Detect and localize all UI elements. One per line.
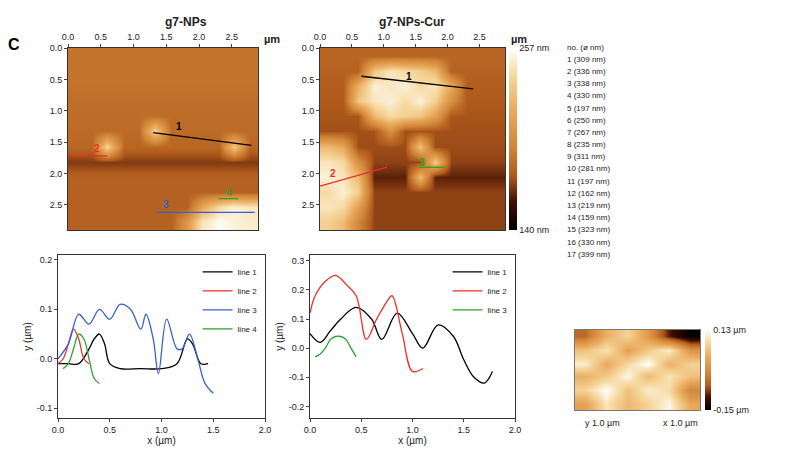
svg-text:0.1: 0.1 <box>292 314 305 324</box>
svg-text:line 3: line 3 <box>238 306 258 315</box>
svg-text:1: 1 <box>406 71 412 82</box>
svg-text:2 (336 nm): 2 (336 nm) <box>567 67 606 76</box>
svg-text:1.0: 1.0 <box>406 425 419 435</box>
svg-text:9 (311 nm): 9 (311 nm) <box>567 152 605 161</box>
svg-text:y 1.0 µm: y 1.0 µm <box>585 418 620 428</box>
svg-text:g7-NPs: g7-NPs <box>165 15 207 29</box>
svg-text:12 (162 nm): 12 (162 nm) <box>567 189 610 198</box>
svg-text:0.0: 0.0 <box>304 425 317 435</box>
svg-text:0.1: 0.1 <box>40 304 53 314</box>
svg-text:0.0: 0.0 <box>292 343 305 353</box>
svg-text:-0.2: -0.2 <box>289 402 305 412</box>
svg-text:0.5: 0.5 <box>302 75 315 85</box>
svg-text:1.5: 1.5 <box>160 32 173 42</box>
svg-text:7 (267 nm): 7 (267 nm) <box>567 128 606 137</box>
svg-text:line 4: line 4 <box>238 325 258 334</box>
svg-text:5 (197 nm): 5 (197 nm) <box>567 104 606 113</box>
svg-text:x 1.0 µm: x 1.0 µm <box>663 418 698 428</box>
svg-text:0.5: 0.5 <box>355 425 368 435</box>
svg-text:2.0: 2.0 <box>302 169 315 179</box>
svg-text:2.5: 2.5 <box>226 32 239 42</box>
svg-text:0.13 µm: 0.13 µm <box>713 325 746 335</box>
svg-text:1.0: 1.0 <box>50 106 63 116</box>
svg-text:0.0: 0.0 <box>52 425 65 435</box>
svg-text:11 (197 nm): 11 (197 nm) <box>567 177 610 186</box>
svg-text:line 2: line 2 <box>238 287 258 296</box>
svg-text:1: 1 <box>176 121 182 132</box>
svg-text:1.5: 1.5 <box>409 32 422 42</box>
svg-text:4: 4 <box>226 187 232 198</box>
svg-text:0.0: 0.0 <box>50 43 63 53</box>
svg-text:2.0: 2.0 <box>193 32 206 42</box>
svg-text:1.5: 1.5 <box>50 137 63 147</box>
svg-text:line 3: line 3 <box>488 306 508 315</box>
svg-text:6 (250 nm): 6 (250 nm) <box>567 116 606 125</box>
svg-text:2.5: 2.5 <box>302 200 315 210</box>
svg-text:1.0: 1.0 <box>127 32 140 42</box>
svg-text:0.5: 0.5 <box>103 425 116 435</box>
svg-text:2.0: 2.0 <box>441 32 454 42</box>
svg-text:1.5: 1.5 <box>207 425 220 435</box>
svg-text:16 (330 nm): 16 (330 nm) <box>567 238 610 247</box>
svg-text:1.0: 1.0 <box>302 106 315 116</box>
svg-text:2.0: 2.0 <box>509 425 522 435</box>
svg-text:257 nm: 257 nm <box>519 43 549 53</box>
svg-text:0.0: 0.0 <box>314 32 327 42</box>
svg-text:x (µm): x (µm) <box>147 435 176 446</box>
svg-text:-0.15 µm: -0.15 µm <box>713 405 749 415</box>
svg-text:g7-NPs-Cur: g7-NPs-Cur <box>379 15 445 29</box>
svg-text:0.5: 0.5 <box>50 75 63 85</box>
svg-text:line 1: line 1 <box>238 268 258 277</box>
svg-text:2.0: 2.0 <box>259 425 272 435</box>
svg-text:0.3: 0.3 <box>292 256 305 266</box>
svg-text:140 nm: 140 nm <box>519 225 549 235</box>
svg-text:1.0: 1.0 <box>155 425 168 435</box>
svg-text:y (µm): y (µm) <box>22 322 33 351</box>
svg-text:8 (235 nm): 8 (235 nm) <box>567 140 606 149</box>
svg-text:2.0: 2.0 <box>50 169 63 179</box>
svg-text:µm: µm <box>264 33 280 45</box>
svg-text:µm: µm <box>511 33 527 45</box>
svg-text:2.5: 2.5 <box>473 32 486 42</box>
svg-text:2: 2 <box>94 143 100 154</box>
svg-text:3: 3 <box>419 157 425 168</box>
svg-text:line 2: line 2 <box>488 287 508 296</box>
svg-text:y (µm): y (µm) <box>274 322 285 351</box>
svg-text:-0.1: -0.1 <box>289 372 305 382</box>
svg-text:line 1: line 1 <box>488 268 508 277</box>
svg-text:15 (323 nm): 15 (323 nm) <box>567 225 610 234</box>
svg-text:1.5: 1.5 <box>302 137 315 147</box>
svg-text:13 (219 nm): 13 (219 nm) <box>567 201 610 210</box>
svg-text:1.5: 1.5 <box>457 425 470 435</box>
svg-text:10 (281 nm): 10 (281 nm) <box>567 164 610 173</box>
svg-text:0.2: 0.2 <box>292 285 305 295</box>
svg-text:x (µm): x (µm) <box>398 435 427 446</box>
svg-text:14 (159 nm): 14 (159 nm) <box>567 213 610 222</box>
svg-text:0.0: 0.0 <box>302 43 315 53</box>
svg-text:1.0: 1.0 <box>378 32 391 42</box>
svg-text:0.5: 0.5 <box>95 32 108 42</box>
svg-text:2.5: 2.5 <box>50 200 63 210</box>
svg-text:2: 2 <box>330 168 336 179</box>
svg-text:0.5: 0.5 <box>346 32 359 42</box>
svg-text:4 (330 nm): 4 (330 nm) <box>567 91 606 100</box>
svg-text:17 (399 nm): 17 (399 nm) <box>567 250 610 259</box>
svg-text:C: C <box>8 36 20 53</box>
svg-text:3 (338 nm): 3 (338 nm) <box>567 79 606 88</box>
svg-text:3: 3 <box>163 199 169 210</box>
svg-text:0.0: 0.0 <box>62 32 75 42</box>
svg-text:no. (ø nm): no. (ø nm) <box>567 43 604 52</box>
svg-text:-0.1: -0.1 <box>37 403 53 413</box>
svg-text:0.2: 0.2 <box>40 255 53 265</box>
svg-text:1 (309 nm): 1 (309 nm) <box>567 55 606 64</box>
svg-text:0.0: 0.0 <box>40 354 53 364</box>
